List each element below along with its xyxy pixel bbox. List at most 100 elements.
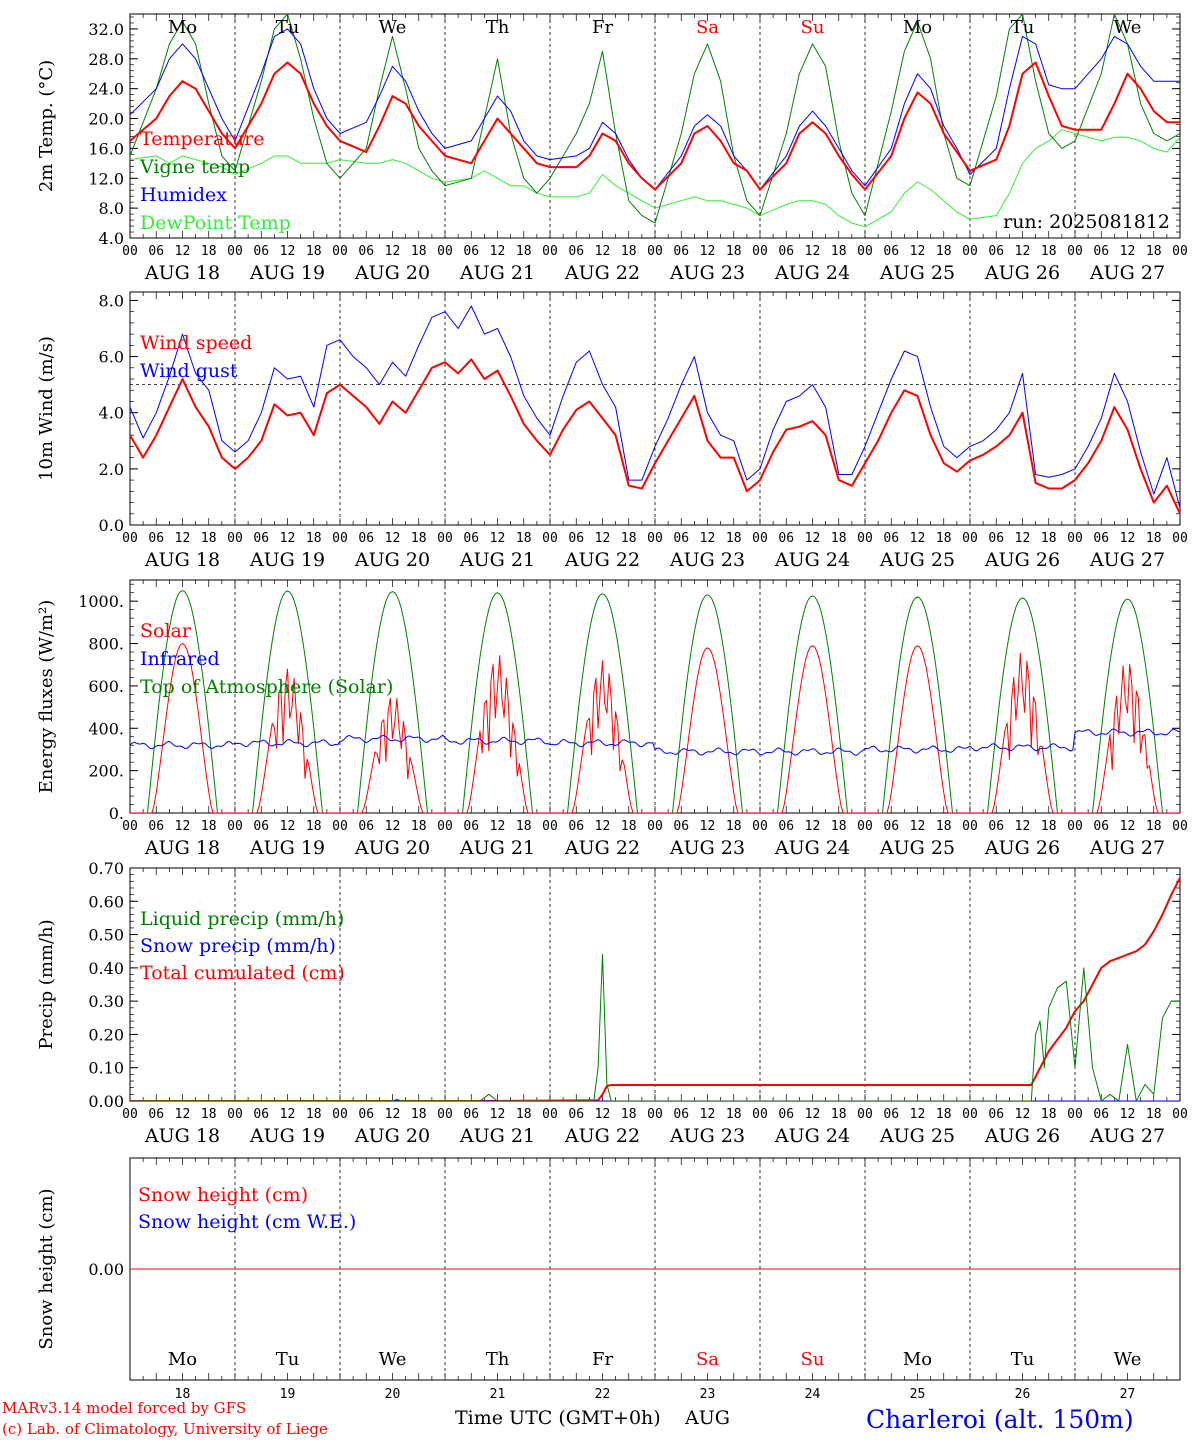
hour-tick-label: 06 bbox=[778, 819, 794, 834]
date-label: AUG 18 bbox=[144, 837, 220, 859]
hour-tick-label: 12 bbox=[490, 1107, 506, 1122]
run-annotation: run: 2025081812 bbox=[1003, 211, 1170, 233]
series-line-red bbox=[130, 643, 1180, 813]
hour-tick-label: 00 bbox=[1067, 531, 1083, 546]
date-label: AUG 24 bbox=[774, 837, 850, 859]
hour-tick-label: 06 bbox=[1093, 531, 1109, 546]
hour-tick-label: 12 bbox=[175, 1107, 191, 1122]
date-label: AUG 19 bbox=[249, 837, 325, 859]
hour-tick-label: 00 bbox=[1172, 819, 1188, 834]
hour-tick-label: 18 bbox=[411, 1107, 427, 1122]
date-label: AUG 21 bbox=[459, 549, 535, 571]
hour-tick-label: 06 bbox=[148, 244, 164, 259]
date-label: AUG 25 bbox=[879, 262, 955, 284]
date-label: AUG 27 bbox=[1089, 262, 1165, 284]
y-tick-label: 200. bbox=[88, 762, 124, 781]
x-axis-label: Time UTC (GMT+0h) bbox=[455, 1407, 661, 1429]
hour-tick-label: 18 bbox=[1041, 1107, 1057, 1122]
hour-tick-label: 18 bbox=[1041, 819, 1057, 834]
panel-energy: 0. 200. 400. 600. 800. 1000. Energy fluxes (W/… bbox=[36, 579, 1188, 859]
hour-tick-label: 00 bbox=[227, 819, 243, 834]
legend-entry: Vigne temp bbox=[139, 156, 250, 178]
hour-tick-label: 06 bbox=[988, 531, 1004, 546]
hour-tick-label: 06 bbox=[358, 531, 374, 546]
hour-tick-label: 12 bbox=[280, 531, 296, 546]
hour-tick-label: 00 bbox=[962, 819, 978, 834]
legend-entry: Liquid precip (mm/h) bbox=[140, 908, 344, 930]
hour-tick-label: 18 bbox=[201, 1107, 217, 1122]
hour-tick-label: 06 bbox=[568, 244, 584, 259]
y-tick-label: 0.0 bbox=[99, 516, 124, 535]
weekday-label: Mo bbox=[168, 17, 197, 38]
hour-tick-label: 12 bbox=[1015, 1107, 1031, 1122]
hour-tick-label: 06 bbox=[988, 819, 1004, 834]
hour-tick-label: 18 bbox=[411, 244, 427, 259]
hour-tick-label: 00 bbox=[752, 1107, 768, 1122]
legend-entry: Top of Atmosphere (Solar) bbox=[140, 676, 393, 698]
hour-tick-label: 12 bbox=[700, 244, 716, 259]
hour-tick-label: 06 bbox=[148, 531, 164, 546]
series-line-lightgreen bbox=[130, 129, 1180, 228]
hour-tick-label: 00 bbox=[122, 1107, 138, 1122]
hour-tick-label: 18 bbox=[306, 531, 322, 546]
weekday-label: Mo bbox=[903, 17, 932, 38]
date-label: AUG 26 bbox=[984, 837, 1060, 859]
hour-tick-label: 18 bbox=[621, 819, 637, 834]
hour-tick-label: 18 bbox=[516, 531, 532, 546]
day-number-label: 25 bbox=[910, 1387, 926, 1402]
hour-tick-label: 00 bbox=[542, 244, 558, 259]
weekday-label: Tu bbox=[276, 1349, 300, 1370]
date-label: AUG 26 bbox=[984, 549, 1060, 571]
day-number-label: 19 bbox=[280, 1387, 296, 1402]
hour-tick-label: 18 bbox=[831, 1107, 847, 1122]
hour-tick-label: 12 bbox=[175, 819, 191, 834]
y-tick-label: 1000. bbox=[78, 592, 124, 611]
hour-tick-label: 06 bbox=[148, 1107, 164, 1122]
series-line-red bbox=[130, 61, 1180, 191]
date-label: AUG 21 bbox=[459, 262, 535, 284]
date-label: AUG 19 bbox=[249, 262, 325, 284]
series-group bbox=[130, 14, 1180, 228]
hour-tick-label: 00 bbox=[332, 531, 348, 546]
hour-tick-label: 06 bbox=[253, 819, 269, 834]
date-label: AUG 18 bbox=[144, 1125, 220, 1147]
y-tick-label: 2.0 bbox=[99, 460, 124, 479]
hour-tick-label: 12 bbox=[385, 819, 401, 834]
hour-tick-label: 00 bbox=[227, 244, 243, 259]
hour-tick-label: 06 bbox=[778, 1107, 794, 1122]
date-label: AUG 22 bbox=[564, 262, 640, 284]
hour-tick-label: 18 bbox=[936, 244, 952, 259]
hour-tick-label: 12 bbox=[280, 244, 296, 259]
hour-tick-label: 00 bbox=[1172, 244, 1188, 259]
hour-tick-label: 18 bbox=[621, 531, 637, 546]
date-label: AUG 23 bbox=[669, 837, 745, 859]
hour-tick-label: 12 bbox=[1120, 1107, 1136, 1122]
panel-frame bbox=[129, 13, 1181, 239]
y-tick-label: 0. bbox=[109, 804, 124, 823]
day-number-label: 21 bbox=[490, 1387, 506, 1402]
day-number-label: 22 bbox=[595, 1387, 611, 1402]
hour-tick-label: 00 bbox=[542, 531, 558, 546]
hour-tick-label: 00 bbox=[647, 819, 663, 834]
y-tick-label: 0.60 bbox=[88, 892, 124, 911]
date-label: AUG 24 bbox=[774, 1125, 850, 1147]
hour-tick-label: 06 bbox=[778, 244, 794, 259]
hour-tick-label: 06 bbox=[883, 1107, 899, 1122]
hour-tick-label: 06 bbox=[883, 244, 899, 259]
series-line-red bbox=[130, 877, 1180, 1101]
legend-entry: Snow height (cm W.E.) bbox=[138, 1211, 356, 1233]
hour-tick-label: 12 bbox=[700, 1107, 716, 1122]
weekday-label: Th bbox=[486, 17, 510, 38]
day-number-label: 27 bbox=[1120, 1387, 1136, 1402]
hour-tick-label: 12 bbox=[1120, 244, 1136, 259]
y-tick-label: 16.0 bbox=[88, 139, 124, 158]
hour-tick-label: 18 bbox=[1041, 531, 1057, 546]
hour-tick-label: 00 bbox=[857, 1107, 873, 1122]
hour-tick-label: 18 bbox=[1041, 244, 1057, 259]
hour-tick-label: 00 bbox=[122, 531, 138, 546]
date-label: AUG 25 bbox=[879, 1125, 955, 1147]
legend-entry: Wind speed bbox=[140, 332, 252, 354]
date-label: AUG 21 bbox=[459, 837, 535, 859]
hour-tick-label: 12 bbox=[805, 819, 821, 834]
y-axis-label: Energy fluxes (W/m²) bbox=[36, 600, 57, 794]
